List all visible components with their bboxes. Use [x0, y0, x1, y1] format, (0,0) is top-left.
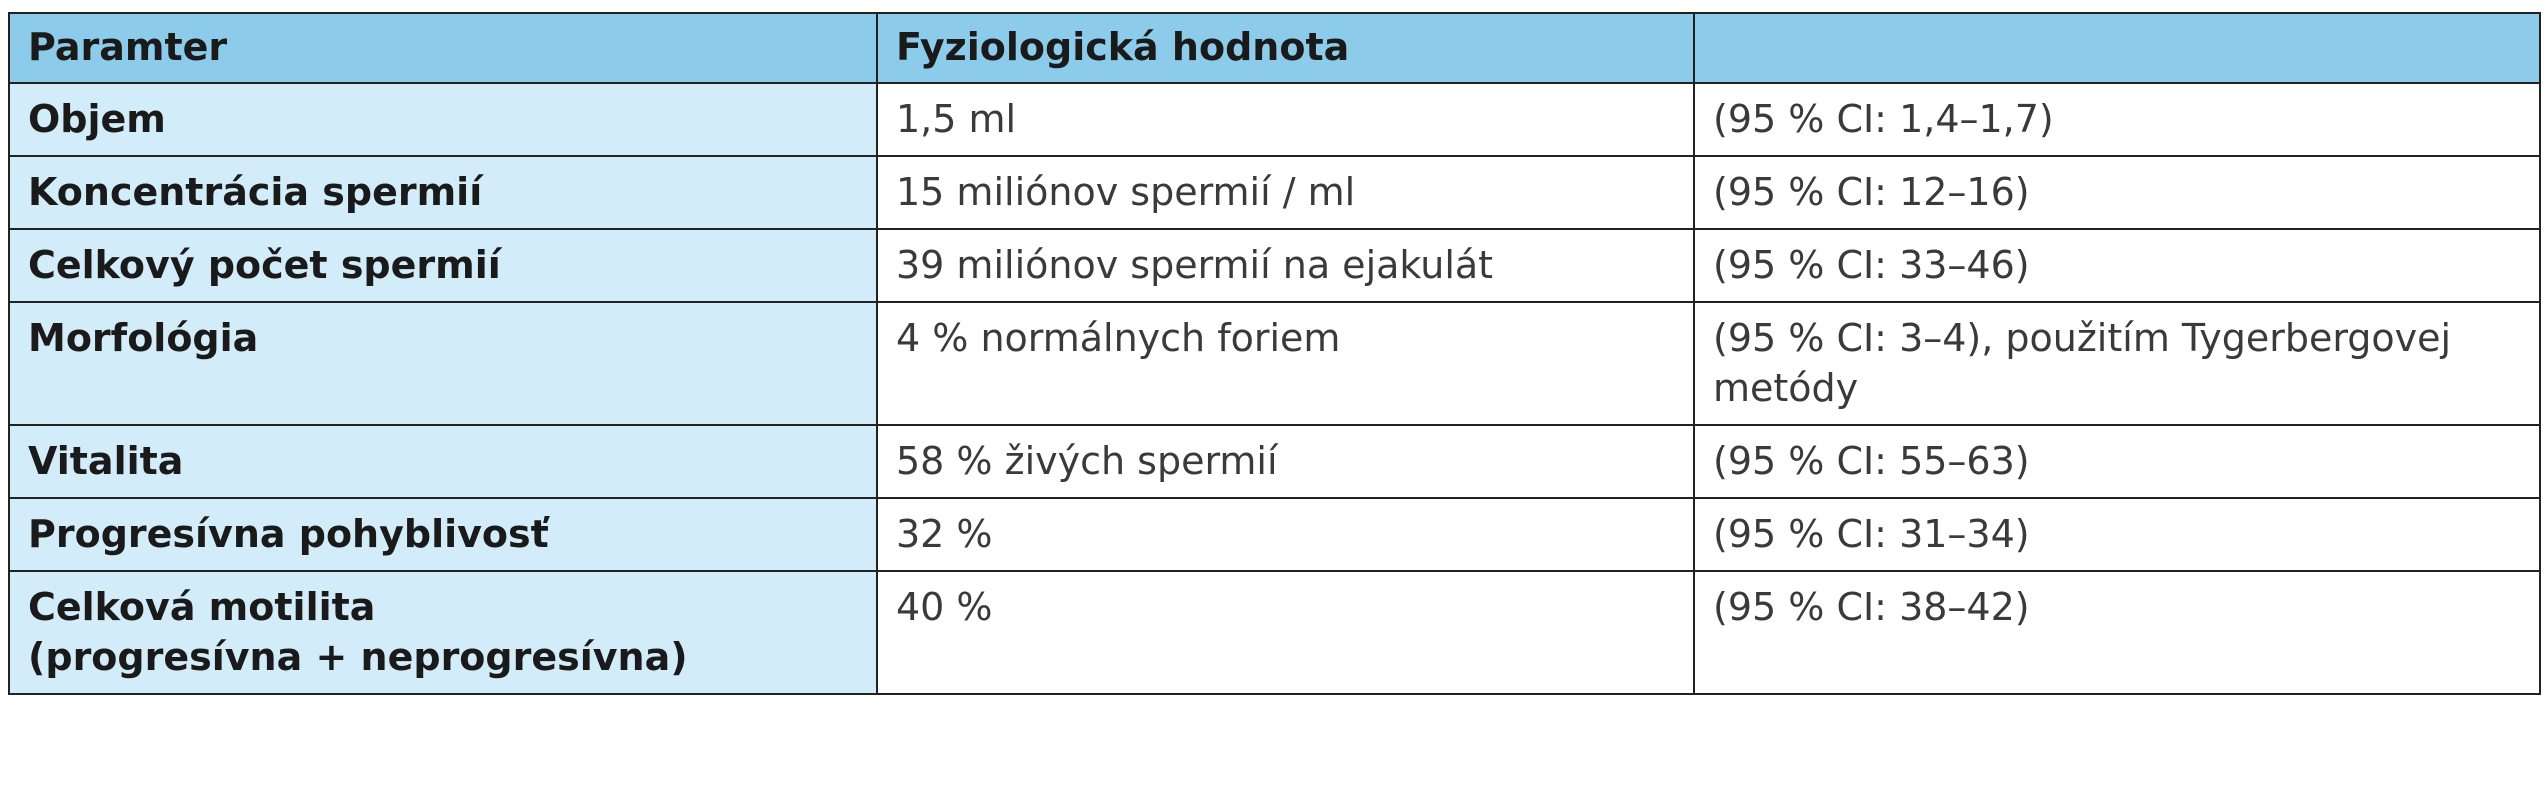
- reference-values-table-container: Paramter Fyziologická hodnota Objem 1,5 …: [8, 12, 2541, 695]
- table-header-row: Paramter Fyziologická hodnota: [8, 12, 2541, 84]
- value-cell: 32 %: [876, 497, 1695, 572]
- parameter-cell: Koncentrácia spermií: [8, 155, 878, 230]
- table-row: Morfológia 4 % normálnych foriem (95 % C…: [8, 301, 2541, 426]
- ci-cell: (95 % CI: 33–46): [1693, 228, 2541, 303]
- ci-cell: (95 % CI: 12–16): [1693, 155, 2541, 230]
- table-row: Progresívna pohyblivosť 32 % (95 % CI: 3…: [8, 497, 2541, 572]
- header-physiological-value: Fyziologická hodnota: [876, 12, 1695, 84]
- header-parameter: Paramter: [8, 12, 878, 84]
- parameter-cell: Morfológia: [8, 301, 878, 426]
- parameter-cell: Progresívna pohyblivosť: [8, 497, 878, 572]
- ci-cell: (95 % CI: 1,4–1,7): [1693, 82, 2541, 157]
- table-row: Objem 1,5 ml (95 % CI: 1,4–1,7): [8, 82, 2541, 157]
- parameter-cell: Vitalita: [8, 424, 878, 499]
- parameter-cell: Objem: [8, 82, 878, 157]
- value-cell: 15 miliónov spermií / ml: [876, 155, 1695, 230]
- table-row: Celkový počet spermií 39 miliónov spermi…: [8, 228, 2541, 303]
- table-row: Vitalita 58 % živých spermií (95 % CI: 5…: [8, 424, 2541, 499]
- value-cell: 39 miliónov spermií na ejakulát: [876, 228, 1695, 303]
- header-confidence-interval: [1693, 12, 2541, 84]
- parameter-cell: Celkový počet spermií: [8, 228, 878, 303]
- value-cell: 1,5 ml: [876, 82, 1695, 157]
- ci-cell: (95 % CI: 31–34): [1693, 497, 2541, 572]
- parameter-cell: Celková motilita (progresívna + neprogres…: [8, 570, 878, 695]
- value-cell: 40 %: [876, 570, 1695, 695]
- ci-cell: (95 % CI: 38–42): [1693, 570, 2541, 695]
- value-cell: 58 % živých spermií: [876, 424, 1695, 499]
- parameter-line-1: Celková motilita: [28, 585, 376, 629]
- table-row: Celková motilita (progresívna + neprogres…: [8, 570, 2541, 695]
- reference-values-table: Paramter Fyziologická hodnota Objem 1,5 …: [8, 12, 2541, 695]
- value-cell: 4 % normálnych foriem: [876, 301, 1695, 426]
- table-row: Koncentrácia spermií 15 miliónov spermií…: [8, 155, 2541, 230]
- ci-cell: (95 % CI: 55–63): [1693, 424, 2541, 499]
- parameter-line-2: (progresívna + neprogresívna): [28, 635, 688, 679]
- ci-cell: (95 % CI: 3–4), použitím Tygerbergovej m…: [1693, 301, 2541, 426]
